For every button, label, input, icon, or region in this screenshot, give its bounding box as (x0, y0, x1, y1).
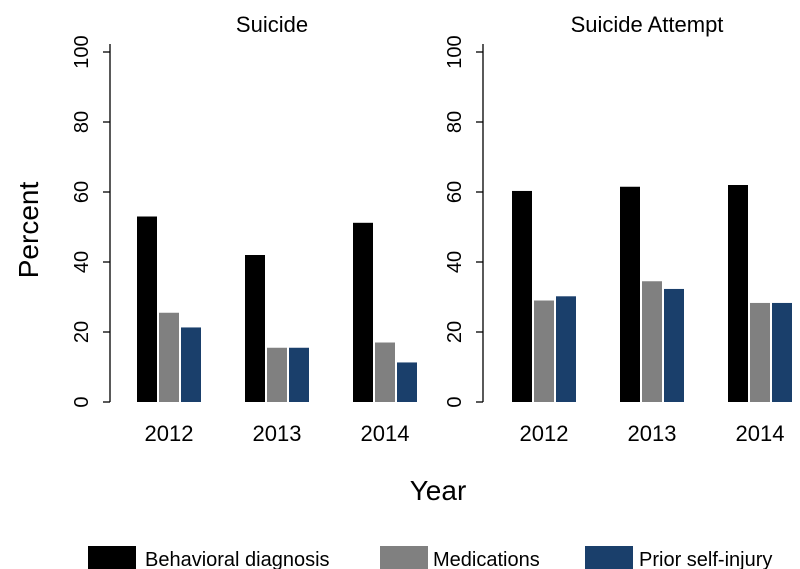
y-tick-label: 100 (71, 35, 93, 68)
x-axis-title: Year (410, 475, 467, 506)
bar-medications (375, 342, 395, 402)
x-tick-label: 2013 (253, 421, 302, 446)
x-tick-label: 2012 (145, 421, 194, 446)
bar-behavioral-diagnosis (620, 186, 640, 402)
bar-behavioral-diagnosis (512, 190, 532, 402)
y-axis-title: Percent (13, 182, 44, 279)
bar-medications (750, 302, 770, 402)
legend-swatch (88, 546, 136, 569)
panel-1: Suicide 0 20 40 60 80 100 2012 2013 2014 (71, 12, 417, 446)
bar-behavioral-diagnosis (137, 216, 157, 402)
legend-label: Behavioral diagnosis (145, 549, 330, 569)
panel-title: Suicide Attempt (571, 12, 724, 37)
legend-swatch (585, 546, 633, 569)
bar-prior-self-injury (664, 288, 684, 402)
legend: Behavioral diagnosis Medications Prior sel… (88, 546, 772, 569)
bar-prior-self-injury (397, 362, 417, 402)
bar-prior-self-injury (181, 327, 201, 402)
legend-label: Medications (433, 549, 540, 569)
bar-prior-self-injury (556, 296, 576, 402)
x-tick-label: 2014 (736, 421, 785, 446)
y-tick-label: 20 (71, 321, 93, 343)
bar-medications (267, 347, 287, 402)
bar-prior-self-injury (772, 302, 792, 402)
x-tick-label: 2012 (520, 421, 569, 446)
bar-medications (642, 281, 662, 402)
bar-medications (534, 300, 554, 402)
y-tick-label: 40 (71, 251, 93, 273)
y-tick-label: 60 (71, 181, 93, 203)
bar-behavioral-diagnosis (728, 185, 748, 402)
x-tick-label: 2014 (361, 421, 410, 446)
legend-label: Prior self-injury (639, 549, 772, 569)
y-tick-label: 0 (444, 396, 466, 407)
bar-behavioral-diagnosis (245, 255, 265, 402)
bar-behavioral-diagnosis (353, 222, 373, 402)
y-tick-label: 80 (71, 111, 93, 133)
y-tick-label: 80 (444, 111, 466, 133)
x-tick-label: 2013 (628, 421, 677, 446)
legend-swatch (380, 546, 428, 569)
y-tick-label: 20 (444, 321, 466, 343)
bar-medications (159, 312, 179, 402)
panel-title: Suicide (236, 12, 308, 37)
y-tick-label: 100 (444, 35, 466, 68)
bar-prior-self-injury (289, 347, 309, 402)
y-tick-label: 0 (71, 396, 93, 407)
y-tick-label: 40 (444, 251, 466, 273)
y-tick-label: 60 (444, 181, 466, 203)
panel-2: Suicide Attempt 0 20 40 60 80 100 2012 2013 2014 (444, 12, 792, 446)
